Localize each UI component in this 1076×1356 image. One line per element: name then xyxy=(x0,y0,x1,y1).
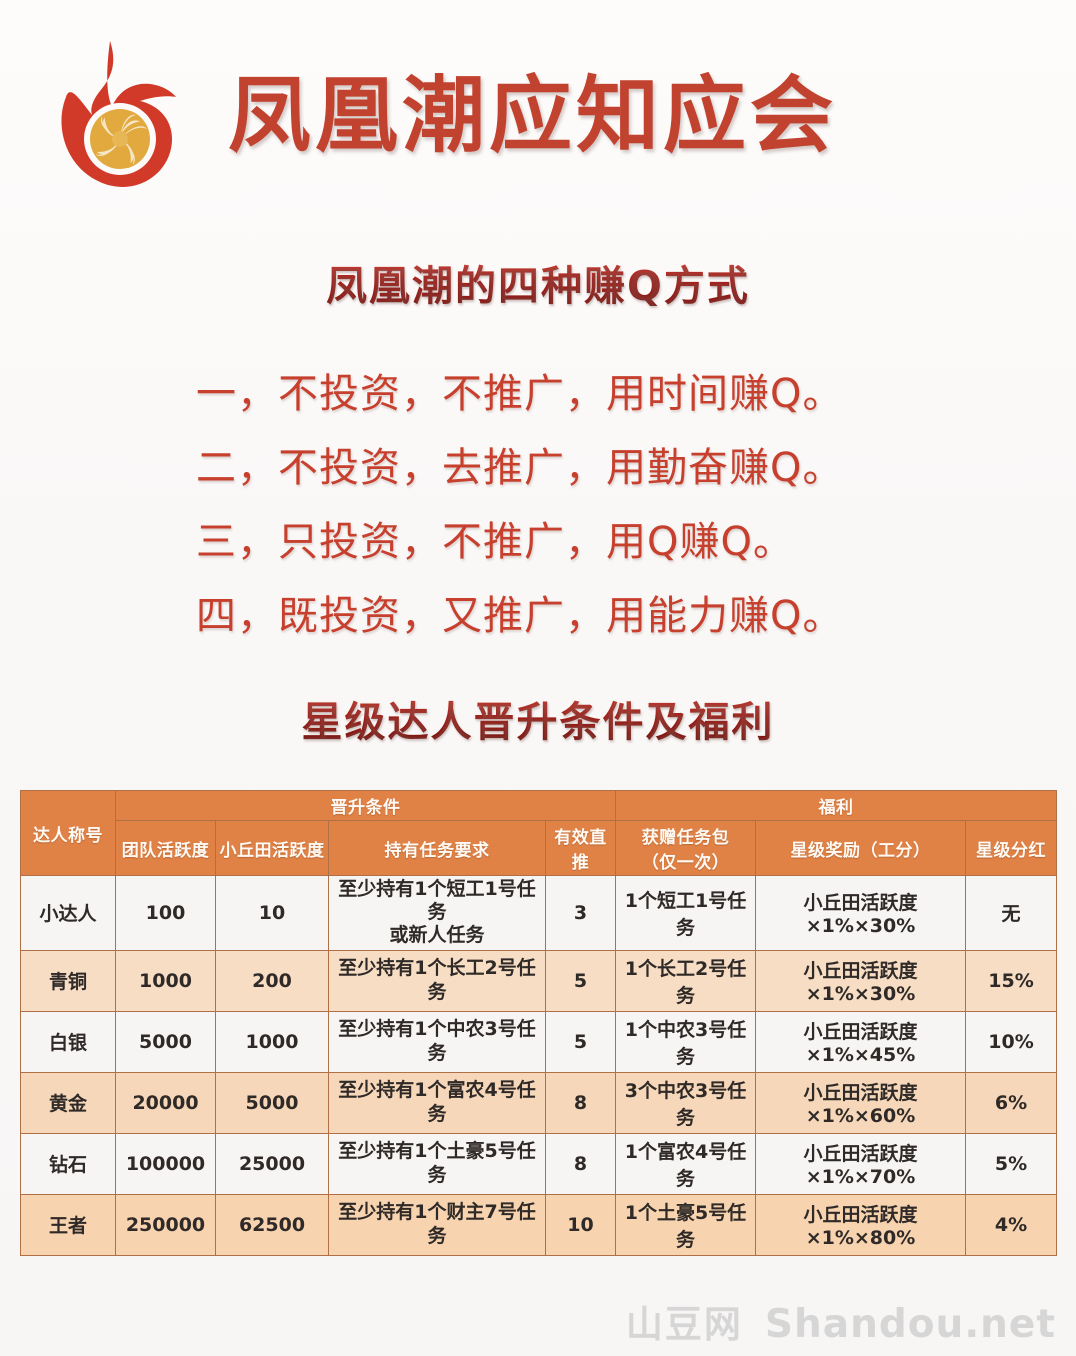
cell-star-reward: 小丘田活跃度×1%×80% xyxy=(755,1193,966,1256)
cell-star-dividend: 10% xyxy=(965,1010,1057,1073)
cell-title: 王者 xyxy=(20,1193,116,1256)
cell-star-reward: 小丘田活跃度×1%×30% xyxy=(755,949,966,1012)
cell-field-activity: 5000 xyxy=(215,1071,329,1134)
col-header-title: 达人称号 xyxy=(20,790,116,876)
cell-direct-referrals: 5 xyxy=(545,949,616,1012)
cell-task-requirement: 至少持有1个财主7号任务 xyxy=(328,1193,546,1256)
cell-star-dividend: 5% xyxy=(965,1132,1057,1195)
cell-star-dividend: 4% xyxy=(965,1193,1057,1256)
cell-direct-referrals: 10 xyxy=(545,1193,616,1256)
col-header-task-requirement: 持有任务要求 xyxy=(328,820,546,876)
cell-star-reward: 小丘田活跃度×1%×30% xyxy=(755,875,966,951)
table-header: 达人称号 晋升条件 福利 团队活跃度 小丘田活跃度 持有任务要求 有效直推 获赠… xyxy=(20,790,1057,876)
table-row: 青铜 1000 200 至少持有1个长工2号任务 5 1个长工2号任务 小丘田活… xyxy=(20,949,1057,1012)
table-row: 钻石 100000 25000 至少持有1个土豪5号任务 8 1个富农4号任务 … xyxy=(20,1132,1057,1195)
table-row: 黄金 20000 5000 至少持有1个富农4号任务 8 3个中农3号任务 小丘… xyxy=(20,1071,1057,1134)
cell-star-reward: 小丘田活跃度×1%×60% xyxy=(755,1071,966,1134)
col-header-gift-package: 获赠任务包 （仅一次） xyxy=(615,820,756,876)
col-header-team-activity: 团队活跃度 xyxy=(115,820,216,876)
col-header-star-dividend: 星级分红 xyxy=(965,820,1057,876)
cell-star-dividend: 无 xyxy=(965,875,1057,951)
cell-team-activity: 1000 xyxy=(115,949,216,1012)
watermark-cn: 山豆网 xyxy=(625,1303,743,1346)
cell-field-activity: 1000 xyxy=(215,1010,329,1073)
group-header-benefits: 福利 xyxy=(615,790,1057,821)
watermark: 山豆网 Shandou.net xyxy=(626,1294,1056,1348)
table-row: 小达人 100 10 至少持有1个短工1号任务 或新人任务 3 1个短工1号任务… xyxy=(20,875,1057,951)
cell-team-activity: 100000 xyxy=(115,1132,216,1195)
cell-gift-package: 1个长工2号任务 xyxy=(615,949,756,1012)
cell-task-requirement: 至少持有1个长工2号任务 xyxy=(328,949,546,1012)
col-header-field-activity: 小丘田活跃度 xyxy=(215,820,329,876)
phoenix-flame-logo xyxy=(48,35,188,195)
watermark-en: Shandou.net xyxy=(764,1302,1056,1347)
earning-method-item: 四，既投资，又推广，用能力赚Q。 xyxy=(196,593,844,639)
cell-gift-package: 1个中农3号任务 xyxy=(615,1010,756,1073)
cell-star-reward: 小丘田活跃度×1%×70% xyxy=(755,1132,966,1195)
cell-team-activity: 100 xyxy=(115,875,216,951)
cell-direct-referrals: 8 xyxy=(545,1071,616,1134)
cell-gift-package: 1个短工1号任务 xyxy=(615,875,756,951)
levels-table-container: 达人称号 晋升条件 福利 团队活跃度 小丘田活跃度 持有任务要求 有效直推 获赠… xyxy=(20,790,1057,1256)
cell-field-activity: 200 xyxy=(215,949,329,1012)
col-header-gift-package-label: 获赠任务包 xyxy=(641,828,730,848)
cell-direct-referrals: 5 xyxy=(545,1010,616,1073)
cell-star-reward: 小丘田活跃度×1%×45% xyxy=(755,1010,966,1073)
earning-method-item: 二，不投资，去推广，用勤奋赚Q。 xyxy=(196,445,844,491)
cell-title: 黄金 xyxy=(20,1071,116,1134)
table-group-header-row: 达人称号 晋升条件 福利 xyxy=(20,790,1057,876)
col-header-gift-package-note: （仅一次） xyxy=(641,853,730,873)
cell-title: 小达人 xyxy=(20,875,116,951)
col-header-direct-referrals: 有效直推 xyxy=(545,820,616,876)
cell-title: 钻石 xyxy=(20,1132,116,1195)
page-title: 凤凰潮应知应会 xyxy=(228,66,837,164)
cell-title: 青铜 xyxy=(20,949,116,1012)
earning-method-item: 一，不投资，不推广，用时间赚Q。 xyxy=(196,371,844,417)
section-heading: 星级达人晋升条件及福利 xyxy=(302,688,775,748)
earning-methods-list: 一，不投资，不推广，用时间赚Q。 二，不投资，去推广，用勤奋赚Q。 三，只投资，… xyxy=(0,374,1076,636)
cell-task-requirement: 至少持有1个富农4号任务 xyxy=(328,1071,546,1134)
cell-title: 白银 xyxy=(20,1010,116,1073)
table-body: 小达人 100 10 至少持有1个短工1号任务 或新人任务 3 1个短工1号任务… xyxy=(20,875,1057,1256)
cell-gift-package: 1个土豪5号任务 xyxy=(615,1193,756,1256)
cell-direct-referrals: 3 xyxy=(545,875,616,951)
cell-field-activity: 62500 xyxy=(215,1193,329,1256)
cell-task-requirement: 至少持有1个土豪5号任务 xyxy=(328,1132,546,1195)
cell-task-requirement-line2: 或新人任务 xyxy=(389,924,485,947)
subtitle: 凤凰潮的四种赚Q方式 xyxy=(326,252,750,312)
cell-team-activity: 5000 xyxy=(115,1010,216,1073)
cell-direct-referrals: 8 xyxy=(545,1132,616,1195)
cell-team-activity: 20000 xyxy=(115,1071,216,1134)
cell-field-activity: 10 xyxy=(215,875,329,951)
cell-task-requirement: 至少持有1个短工1号任务 或新人任务 xyxy=(328,875,546,951)
cell-task-requirement-line1: 至少持有1个短工1号任务 xyxy=(338,878,536,924)
cell-team-activity: 250000 xyxy=(115,1193,216,1256)
page-header: 凤凰潮应知应会 xyxy=(0,0,1076,230)
cell-field-activity: 25000 xyxy=(215,1132,329,1195)
cell-gift-package: 1个富农4号任务 xyxy=(615,1132,756,1195)
col-header-star-reward: 星级奖励（工分） xyxy=(755,820,966,876)
section-heading-container: 星级达人晋升条件及福利 xyxy=(0,688,1076,748)
cell-gift-package: 3个中农3号任务 xyxy=(615,1071,756,1134)
cell-star-dividend: 6% xyxy=(965,1071,1057,1134)
subtitle-container: 凤凰潮的四种赚Q方式 xyxy=(0,252,1076,312)
table-row: 王者 250000 62500 至少持有1个财主7号任务 10 1个土豪5号任务… xyxy=(20,1193,1057,1256)
levels-table: 达人称号 晋升条件 福利 团队活跃度 小丘田活跃度 持有任务要求 有效直推 获赠… xyxy=(20,790,1057,1256)
table-subheader-row: 团队活跃度 小丘田活跃度 持有任务要求 有效直推 获赠任务包 （仅一次） 星级奖… xyxy=(21,820,1057,876)
earning-method-item: 三，只投资，不推广，用Q赚Q。 xyxy=(196,519,794,565)
cell-star-dividend: 15% xyxy=(965,949,1057,1012)
table-row: 白银 5000 1000 至少持有1个中农3号任务 5 1个中农3号任务 小丘田… xyxy=(20,1010,1057,1073)
group-header-conditions: 晋升条件 xyxy=(115,790,616,821)
cell-task-requirement: 至少持有1个中农3号任务 xyxy=(328,1010,546,1073)
